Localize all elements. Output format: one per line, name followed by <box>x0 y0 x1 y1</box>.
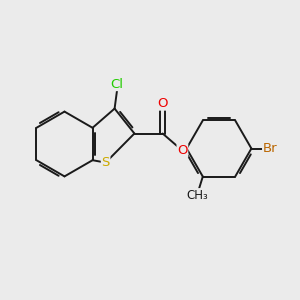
Text: O: O <box>157 97 168 110</box>
Text: CH₃: CH₃ <box>187 189 208 202</box>
Text: S: S <box>101 156 110 169</box>
Text: Cl: Cl <box>110 77 124 91</box>
Text: Br: Br <box>263 142 277 155</box>
Text: O: O <box>177 144 188 157</box>
